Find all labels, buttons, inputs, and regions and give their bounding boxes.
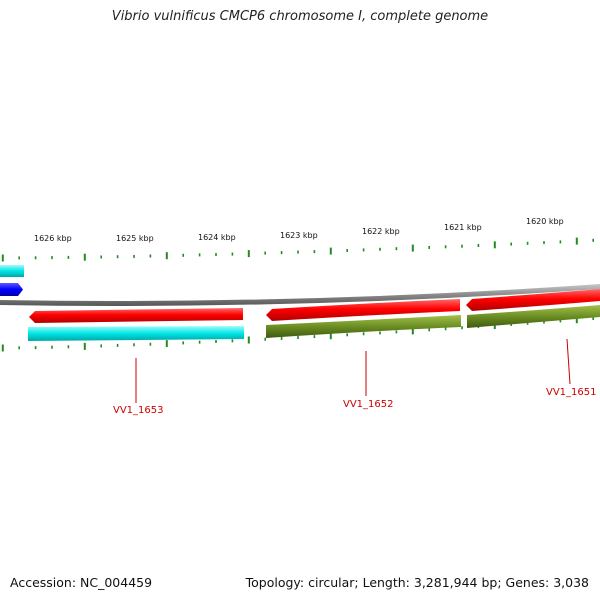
gene-arrow-VV1_1651 (466, 289, 600, 311)
gene-label: VV1_1652 (343, 399, 394, 410)
gene-arrow-blue (0, 283, 23, 296)
genome-title: Vibrio vulnificus CMCP6 chromosome I, co… (111, 9, 489, 24)
rna-feature-upper (0, 265, 24, 277)
accession-text: Accession: NC_004459 (10, 575, 153, 590)
ruler-label: 1623 kbp (280, 231, 318, 240)
ruler-label: 1620 kbp (526, 217, 564, 226)
ruler-labels: 1626 kbp 1625 kbp 1624 kbp 1623 kbp 1622… (34, 217, 564, 243)
genome-backbone (0, 284, 600, 306)
topology-summary: Topology: circular; Length: 3,281,944 bp… (245, 575, 589, 590)
ruler-label: 1626 kbp (34, 234, 72, 243)
ruler-label: 1625 kbp (116, 234, 154, 243)
ruler-label: 1622 kbp (362, 227, 400, 236)
gene-label: VV1_1651 (546, 387, 597, 398)
gene-leader-line (566, 338, 571, 385)
cds-feature-VV1_1651 (467, 305, 600, 328)
ruler-label: 1624 kbp (198, 233, 236, 242)
outer-tick-ring (1, 237, 595, 262)
ruler-label: 1621 kbp (444, 223, 482, 232)
rna-feature-lower (28, 326, 244, 341)
cds-feature-VV1_1652 (266, 315, 461, 338)
gene-arrow-VV1_1652 (266, 299, 460, 321)
gene-arrow-VV1_1653 (29, 308, 243, 323)
gene-label: VV1_1653 (113, 405, 164, 416)
